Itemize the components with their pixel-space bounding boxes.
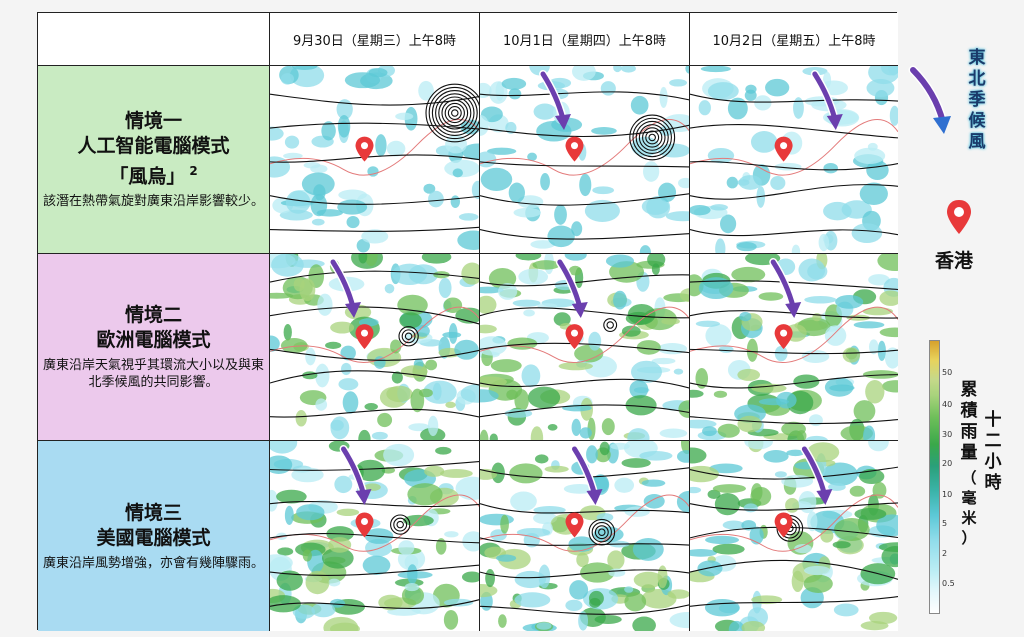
forecast-map-r2-c2 bbox=[480, 254, 690, 441]
colorbar-tick-label: 30 bbox=[942, 430, 953, 439]
header-corner bbox=[38, 13, 270, 66]
monsoon-arrow-icon bbox=[908, 65, 951, 134]
header-day2-label: 10月1日（星期四）上午8時 bbox=[502, 33, 667, 49]
colorbar-tick-label: 0.5 bbox=[942, 579, 955, 588]
header-day2: 10月1日（星期四）上午8時 bbox=[480, 13, 690, 66]
scenario-1-cell: 情境一 人工智能電腦模式 「風烏」 2 該潛在熱帶氣旋對廣東沿岸影響較少。 bbox=[38, 66, 270, 254]
scenario-2-cell: 情境二 歐洲電腦模式 廣東沿岸天氣視乎其環流大小以及與東北季候風的共同影響。 bbox=[38, 254, 270, 441]
scenario-1-title: 情境一 bbox=[124, 109, 182, 132]
hong-kong-pin-icon bbox=[774, 512, 793, 538]
hong-kong-pin-icon bbox=[565, 136, 584, 162]
colorbar-tick-label: 20 bbox=[942, 459, 953, 468]
header-day3-label: 10月2日（星期五）上午8時 bbox=[712, 33, 876, 49]
scenario-2-title: 情境二 bbox=[124, 304, 182, 326]
hong-kong-marker-icon bbox=[947, 200, 971, 234]
header-day1-label: 9月30日（星期三）上午8時 bbox=[292, 33, 457, 49]
header-day3: 10月2日（星期五）上午8時 bbox=[690, 13, 898, 66]
hong-kong-pin-icon bbox=[355, 136, 374, 162]
scenario-1-model-name: 「風烏」 2 bbox=[109, 159, 197, 189]
rainfall-label-a: 累積雨量 bbox=[960, 380, 978, 463]
scenario-3-description: 廣東沿岸風勢增強，亦會有幾陣驟雨。 bbox=[42, 555, 264, 571]
hong-kong-pin-icon bbox=[774, 136, 793, 162]
rainfall-colorbar bbox=[929, 340, 940, 614]
scenario-1-model: 人工智能電腦模式 bbox=[77, 134, 230, 157]
scenario-3-title: 情境三 bbox=[124, 501, 182, 524]
forecast-comparison-table: 9月30日（星期三）上午8時 10月1日（星期四）上午8時 10月2日（星期五）… bbox=[37, 12, 898, 631]
colorbar-tick-label: 10 bbox=[942, 490, 953, 499]
forecast-map-r1-c1 bbox=[270, 66, 480, 254]
scenario-2-description: 廣東沿岸天氣視乎其環流大小以及與東北季候風的共同影響。 bbox=[42, 358, 264, 390]
forecast-map-r3-c1 bbox=[270, 441, 480, 631]
colorbar-tick-label: 50 bbox=[942, 368, 953, 377]
rainfall-unit-label: （毫米） bbox=[961, 469, 977, 547]
monsoon-label: 東北季候風 bbox=[968, 48, 986, 152]
rainfall-label-b: 十二小時 bbox=[984, 410, 1002, 493]
scenario-1-model-name-text: 「風烏」 bbox=[109, 165, 186, 188]
colorbar-tick-label: 5 bbox=[942, 519, 948, 528]
forecast-map-r2-c1 bbox=[270, 254, 480, 441]
forecast-map-r2-c3 bbox=[690, 254, 898, 441]
scenario-3-model: 美國電腦模式 bbox=[96, 526, 211, 549]
forecast-map-r1-c2 bbox=[480, 66, 690, 254]
forecast-map-r3-c2 bbox=[480, 441, 690, 631]
colorbar-tick-label: 2 bbox=[942, 549, 948, 558]
forecast-map-r3-c3 bbox=[690, 441, 898, 631]
header-day1: 9月30日（星期三）上午8時 bbox=[270, 13, 480, 66]
scenario-2-model: 歐洲電腦模式 bbox=[96, 329, 211, 351]
colorbar-tick-label: 40 bbox=[942, 400, 953, 409]
scenario-3-cell: 情境三 美國電腦模式 廣東沿岸風勢增強，亦會有幾陣驟雨。 bbox=[38, 441, 270, 631]
forecast-map-r1-c3 bbox=[690, 66, 898, 254]
hong-kong-label: 香港 bbox=[935, 250, 974, 272]
scenario-1-description: 該潛在熱帶氣旋對廣東沿岸影響較少。 bbox=[42, 194, 264, 210]
footnote-mark: 2 bbox=[189, 163, 198, 178]
